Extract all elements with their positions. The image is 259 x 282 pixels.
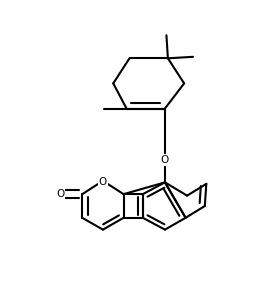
Text: O: O — [56, 189, 64, 199]
Text: O: O — [99, 177, 107, 187]
Text: O: O — [161, 155, 169, 165]
